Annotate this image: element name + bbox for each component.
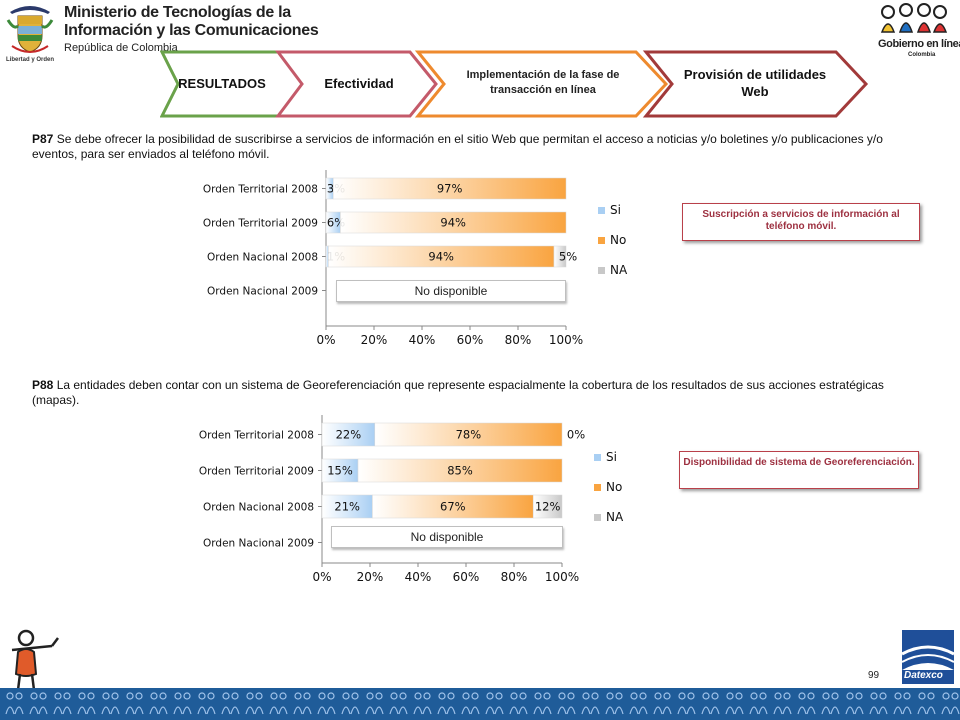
footer-figure (101, 692, 120, 715)
ministry-subtitle: República de Colombia (64, 42, 178, 54)
callout-p87: Suscripción a servicios de información a… (682, 203, 920, 241)
x-tick-label: 40% (409, 333, 436, 347)
coat-of-arms-icon (6, 6, 54, 53)
no-disponible-note: No disponible (331, 526, 563, 548)
bar-segment-no (332, 177, 567, 200)
datexco-icon (901, 630, 955, 684)
question-p88: P88 La entidades deben contar con un sis… (32, 378, 912, 408)
question-code: P88 (32, 378, 54, 392)
tab-provision-utilidades[interactable]: Provisión de utilidades Web (683, 67, 827, 99)
footer-figure (413, 692, 432, 715)
ministry-motto: Libertad y Orden (6, 57, 55, 63)
footer-figure (917, 692, 936, 715)
footer-pattern-icon (5, 692, 960, 715)
category-label: Orden Nacional 2008 (207, 252, 318, 264)
ministry-title-line2: Información y las Comunicaciones (64, 22, 319, 39)
gobierno-en-linea-logo: Gobierno en línea Colombia (874, 2, 960, 64)
footer-figure (221, 692, 240, 715)
footer-figure (509, 692, 528, 715)
footer-figure (485, 692, 504, 715)
category-label: Orden Nacional 2009 (207, 286, 318, 298)
footer-figure (29, 692, 48, 715)
bar-segment-na (553, 245, 567, 268)
question-text: La entidades deben contar con un sistema… (32, 378, 884, 407)
footer-figure (773, 692, 792, 715)
legend-swatch (598, 237, 605, 244)
footer-figure (77, 692, 96, 715)
footer-figure (821, 692, 840, 715)
tab-resultados[interactable]: RESULTADOS (178, 76, 266, 91)
legend-label: No (610, 233, 626, 247)
datexco-label: Datexco (904, 670, 943, 681)
category-label: Orden Territorial 2009 (203, 218, 318, 230)
page-number: 99 (868, 670, 880, 681)
data-label: 94% (440, 216, 466, 230)
footer-figure (533, 692, 552, 715)
tab-efectividad[interactable]: Efectividad (324, 76, 394, 91)
legend-swatch (598, 267, 605, 274)
footer-figure (725, 692, 744, 715)
footer-figure (269, 692, 288, 715)
legend-swatch (598, 207, 605, 214)
footer-figure (245, 692, 264, 715)
data-label: 97% (437, 182, 463, 196)
footer-figure (797, 692, 816, 715)
nav-chevron-efectividad (275, 50, 438, 118)
footer-figure (629, 692, 648, 715)
footer-figure (5, 692, 24, 715)
footer-figure (749, 692, 768, 715)
legend-label: NA (610, 263, 628, 277)
footer-figure (677, 692, 696, 715)
footer-figure (173, 692, 192, 715)
footer-figure (149, 692, 168, 715)
nav-chevrons (160, 50, 869, 118)
person-figure-icon (11, 629, 59, 691)
footer-figure (365, 692, 384, 715)
footer-figure (341, 692, 360, 715)
people-figures-icon (880, 3, 948, 33)
footer-figure (197, 692, 216, 715)
footer-figure (389, 692, 408, 715)
x-tick-label: 80% (505, 333, 532, 347)
footer-figure (845, 692, 864, 715)
footer-figure (893, 692, 912, 715)
ministry-title-line1: Ministerio de Tecnologías de la (64, 4, 291, 21)
footer-figure (437, 692, 456, 715)
category-label: Orden Territorial 2008 (203, 184, 318, 196)
footer-band (0, 688, 960, 720)
x-tick-label: 100% (549, 333, 583, 347)
question-code: P87 (32, 132, 54, 146)
footer-figure (53, 692, 72, 715)
x-tick-label: 60% (457, 333, 484, 347)
data-label: 5% (559, 250, 577, 264)
footer-figure (605, 692, 624, 715)
footer-figure (701, 692, 720, 715)
footer-figure (653, 692, 672, 715)
x-tick-label: 20% (361, 333, 388, 347)
footer-figure (581, 692, 600, 715)
footer-figure (557, 692, 576, 715)
x-tick-label: 0% (316, 333, 335, 347)
datexco-logo: Datexco (898, 626, 958, 686)
question-p87: P87 Se debe ofrecer la posibilidad de su… (32, 132, 912, 162)
bar-segment-no (340, 211, 567, 234)
gel-name: Gobierno en línea (878, 38, 960, 50)
footer-figure (461, 692, 480, 715)
nav-chevron-provision (642, 50, 869, 118)
footer-figure (293, 692, 312, 715)
footer-figure (941, 692, 960, 715)
tab-implementacion[interactable]: Implementación de la fase de transacción… (466, 69, 620, 96)
ministry-logo: Ministerio de Tecnologías de la Informac… (4, 2, 319, 63)
gel-country: Colombia (908, 52, 936, 58)
nav-chevron-implementacion (414, 50, 669, 118)
question-text: Se debe ofrecer la posibilidad de suscri… (32, 132, 883, 161)
footer-figure (125, 692, 144, 715)
no-disponible-note: No disponible (336, 280, 566, 302)
footer-figure (869, 692, 888, 715)
footer-figure (317, 692, 336, 715)
legend-label: Si (610, 203, 621, 217)
data-label: 94% (428, 250, 454, 264)
callout-p88: Disponibilidad de sistema de Georeferenc… (679, 451, 919, 489)
